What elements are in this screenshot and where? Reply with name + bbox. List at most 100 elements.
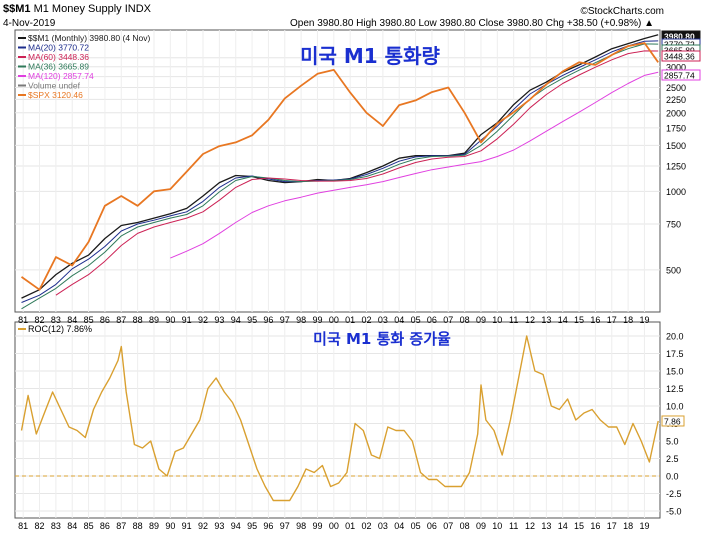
x-tick-label: 13 bbox=[541, 315, 551, 325]
x-tick-label: 09 bbox=[476, 315, 486, 325]
x-tick-label: 05 bbox=[411, 315, 421, 325]
y-tick-label: 15.0 bbox=[666, 367, 684, 377]
x-tick-label: 17 bbox=[607, 315, 617, 325]
price-gridlines bbox=[15, 30, 660, 312]
x-tick-label: 03 bbox=[378, 521, 388, 531]
y-tick-label: 1000 bbox=[666, 187, 686, 197]
x-tick-label: 15 bbox=[574, 521, 584, 531]
y-tick-label: 20.0 bbox=[666, 332, 684, 342]
y-tick-label: 1250 bbox=[666, 162, 686, 172]
y-tick-label: 2000 bbox=[666, 108, 686, 118]
y-tick-label: 2250 bbox=[666, 95, 686, 105]
symbol-title: $$M1 M1 Money Supply INDX bbox=[3, 3, 151, 15]
legend-entry: MA(60) 3448.36 bbox=[28, 52, 89, 62]
x-tick-label: 83 bbox=[51, 315, 61, 325]
legend-entry: MA(20) 3770.72 bbox=[28, 43, 89, 53]
y-tick-label: 3000 bbox=[666, 62, 686, 72]
x-tick-label: 12 bbox=[525, 521, 535, 531]
legend-entry: MA(36) 3665.89 bbox=[28, 62, 89, 72]
x-tick-label: 14 bbox=[558, 315, 568, 325]
y-tick-label: 10.0 bbox=[666, 402, 684, 412]
y-tick-label: 0.0 bbox=[666, 472, 679, 482]
x-tick-label: 90 bbox=[165, 315, 175, 325]
y-tick-label: 1750 bbox=[666, 123, 686, 133]
x-tick-label: 81 bbox=[18, 521, 28, 531]
x-tick-label: 81 bbox=[18, 315, 28, 325]
y-tick-label: 2500 bbox=[666, 83, 686, 93]
x-tick-label: 85 bbox=[84, 315, 94, 325]
price-y-axis: 5007501000125015001750200022502500275030… bbox=[666, 53, 686, 275]
roc-series bbox=[20, 335, 659, 502]
x-tick-label: 99 bbox=[312, 521, 322, 531]
roc-gridlines bbox=[15, 322, 660, 518]
x-tick-label: 86 bbox=[100, 521, 110, 531]
x-tick-label: 94 bbox=[231, 521, 241, 531]
x-tick-label: 08 bbox=[460, 315, 470, 325]
x-tick-label: 97 bbox=[280, 521, 290, 531]
brand-label[interactable]: ©StockCharts.com bbox=[580, 6, 664, 17]
x-tick-label: 04 bbox=[394, 315, 404, 325]
x-tick-label: 99 bbox=[312, 315, 322, 325]
ma120-line bbox=[170, 71, 659, 259]
x-tick-label: 15 bbox=[574, 315, 584, 325]
roc-legend-label: ROC(12) 7.86% bbox=[28, 324, 92, 334]
x-tick-label: 10 bbox=[492, 315, 502, 325]
x-tick-label: 95 bbox=[247, 315, 257, 325]
x-tick-label: 89 bbox=[149, 315, 159, 325]
y-tick-label: -2.5 bbox=[666, 489, 682, 499]
x-tick-label: 08 bbox=[460, 521, 470, 531]
price-legend: $$M1 (Monthly) 3980.80 (4 Nov)MA(20) 377… bbox=[18, 33, 151, 100]
x-tick-label: 02 bbox=[362, 521, 372, 531]
symbol-name: M1 Money Supply INDX bbox=[33, 3, 151, 15]
x-tick-label: 19 bbox=[639, 521, 649, 531]
x-tick-label: 89 bbox=[149, 521, 159, 531]
x-tick-label: 86 bbox=[100, 315, 110, 325]
spx-line bbox=[20, 42, 659, 291]
x-tick-label: 82 bbox=[35, 521, 45, 531]
roc-legend: ROC(12) 7.86% bbox=[18, 324, 92, 334]
x-tick-label: 84 bbox=[67, 521, 77, 531]
value-tag-text: 3448.36 bbox=[664, 52, 695, 62]
x-tick-label: 06 bbox=[427, 521, 437, 531]
date-label: 4-Nov-2019 bbox=[3, 18, 56, 29]
x-tick-label: 82 bbox=[35, 315, 45, 325]
x-tick-label: 90 bbox=[165, 521, 175, 531]
x-tick-label: 92 bbox=[198, 315, 208, 325]
y-tick-label: 5.0 bbox=[666, 437, 679, 447]
symbol-code: $$M1 bbox=[3, 3, 31, 15]
y-tick-label: 1500 bbox=[666, 141, 686, 151]
legend-entry: $SPX 3120.46 bbox=[28, 90, 83, 100]
x-tick-label: 04 bbox=[394, 521, 404, 531]
x-tick-label: 92 bbox=[198, 521, 208, 531]
quote-line: Open 3980.80 High 3980.80 Low 3980.80 Cl… bbox=[290, 18, 655, 29]
value-tag bbox=[661, 69, 701, 81]
x-tick-label: 00 bbox=[329, 521, 339, 531]
y-tick-label: 12.5 bbox=[666, 384, 684, 394]
value-tag-text: 2857.74 bbox=[664, 71, 695, 81]
x-tick-label: 18 bbox=[623, 315, 633, 325]
legend-entry: $$M1 (Monthly) 3980.80 (4 Nov) bbox=[28, 33, 151, 43]
x-tick-label: 13 bbox=[541, 521, 551, 531]
legend-entry: MA(120) 2857.74 bbox=[28, 71, 94, 81]
x-tick-label: 14 bbox=[558, 521, 568, 531]
ma36-line bbox=[21, 43, 659, 310]
x-tick-label: 12 bbox=[525, 315, 535, 325]
x-tick-label: 87 bbox=[116, 315, 126, 325]
x-tick-label: 91 bbox=[182, 521, 192, 531]
x-tick-label: 84 bbox=[67, 315, 77, 325]
x-tick-label: 03 bbox=[378, 315, 388, 325]
y-tick-label: 750 bbox=[666, 219, 681, 229]
roc-value-tags: 7.86 bbox=[661, 415, 685, 427]
x-tick-label: 93 bbox=[214, 521, 224, 531]
x-tick-label: 91 bbox=[182, 315, 192, 325]
x-tick-label: 10 bbox=[492, 521, 502, 531]
x-tick-label: 11 bbox=[509, 521, 518, 531]
x-tick-label: 16 bbox=[590, 521, 600, 531]
x-tick-label: 07 bbox=[443, 521, 453, 531]
y-tick-label: -5.0 bbox=[666, 507, 682, 517]
y-tick-label: 17.5 bbox=[666, 349, 684, 359]
x-tick-label: 95 bbox=[247, 521, 257, 531]
price-series bbox=[20, 34, 659, 310]
value-tag bbox=[661, 50, 701, 62]
